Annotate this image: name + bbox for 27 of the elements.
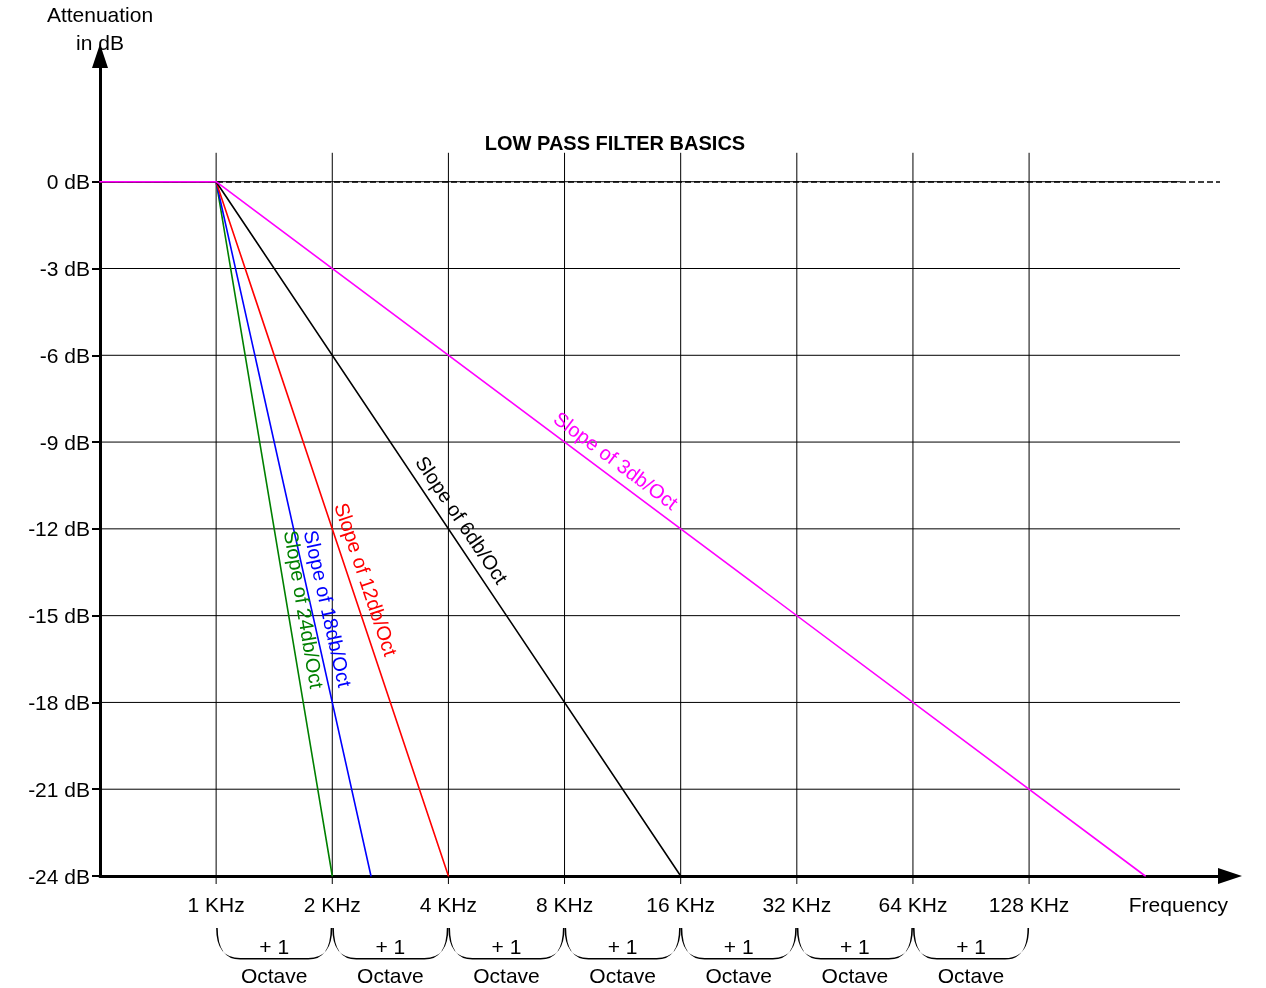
x-tick-label: 8 KHz [535,893,594,916]
y-axis-title: Attenuation in dB [46,2,154,54]
y-tick-label: -6 dB [39,343,90,367]
x-axis-title: Frequency [1128,893,1229,916]
x-tick-label: 64 KHz [878,893,948,916]
text: + 1 Octave [705,935,773,987]
x-tick-label: 32 KHz [762,893,832,916]
y-tick-label: -24 dB [28,864,90,888]
y-tick-label: 0 dB [46,170,90,194]
x-tick-label: 16 KHz [646,893,716,916]
y-tick-label: -9 dB [39,430,90,454]
text: + 1 Octave [357,935,424,987]
y-tick-label: -21 dB [28,777,90,801]
y-tick-label: -18 dB [28,690,90,714]
x-tick-label: 2 KHz [303,893,361,916]
x-tick-label: 128 KHz [988,893,1070,916]
text: + 1 Octave [937,935,1005,987]
x-tick-label: 4 KHz [419,893,477,916]
x-tick-label: 1 KHz [187,893,245,916]
text: LOW PASS FILTER BASICS [484,132,746,154]
text: + 1 Octave [240,935,308,987]
text: + 1 Octave [821,935,889,987]
y-tick-label: -15 dB [28,604,90,628]
text: + 1 Octave [589,935,656,987]
y-tick-label: -3 dB [39,257,90,280]
text: + 1 Octave [473,935,540,987]
y-tick-label: -12 dB [28,517,90,541]
